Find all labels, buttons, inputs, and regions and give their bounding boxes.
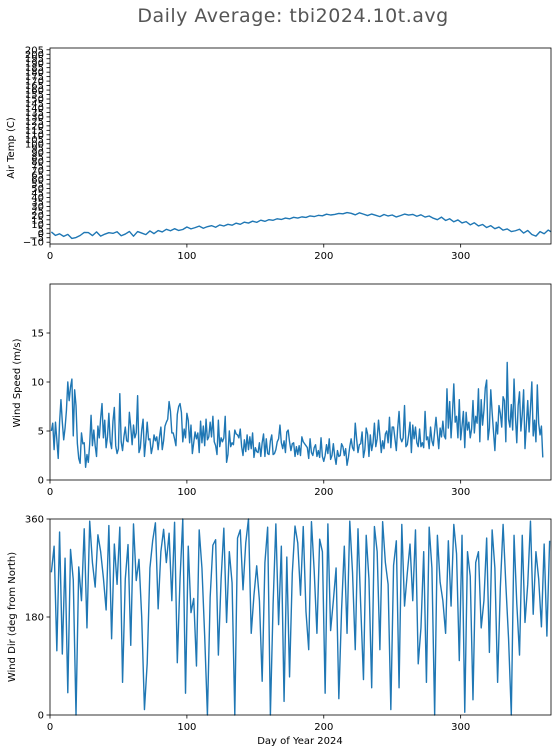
wind-speed-ylabel: Wind Speed (m/s) (12, 338, 23, 427)
wind-dir-xtick-label: 0 (47, 722, 53, 733)
wind-dir-panel: Wind Dir (deg from North) Day of Year 20… (7, 515, 552, 747)
air-temp-ytick-label: 100 (25, 139, 44, 150)
air-temp-ytick-label: 185 (25, 63, 44, 74)
air-temp-ytick-label: 120 (25, 121, 44, 132)
air-temp-ytick-label: 10 (31, 220, 44, 231)
air-temp-ytick-label: 5 (38, 224, 44, 235)
air-temp-ytick-label: 165 (25, 81, 44, 92)
wind-speed-xtick-label: 100 (177, 487, 196, 498)
air-temp-ytick-label: 155 (25, 90, 44, 101)
air-temp-ytick-label: 35 (31, 197, 44, 208)
air-temp-ytick-label: 60 (31, 175, 44, 186)
air-temp-ytick-label: 80 (31, 157, 44, 168)
air-temp-ytick-label: 180 (25, 68, 44, 79)
air-temp-ytick-label: 160 (25, 86, 44, 97)
wind-dir-xlabel: Day of Year 2024 (257, 736, 343, 747)
wind-dir-series-line (50, 518, 551, 716)
wind-dir-xtick-label: 200 (314, 722, 333, 733)
air-temp-ytick-label: 115 (25, 126, 44, 137)
air-temp-ytick-label: 95 (31, 144, 44, 155)
wind-dir-ytick-label: 0 (38, 711, 44, 722)
air-temp-panel: Air Temp (C) 0 100 200 300−10−5051015202530… (6, 45, 552, 262)
air-temp-ytick-label: 20 (31, 211, 44, 222)
air-temp-ytick-label: 205 (25, 45, 44, 56)
air-temp-ytick-label: 30 (31, 202, 44, 213)
air-temp-ytick-label: 175 (25, 72, 44, 83)
air-temp-ytick-label: 125 (25, 117, 44, 128)
air-temp-ytick-label: 140 (25, 103, 44, 114)
air-temp-ytick-label: 110 (25, 130, 44, 141)
air-temp-ytick-label: 145 (25, 99, 44, 110)
air-temp-ytick-label: −10 (23, 238, 44, 249)
wind-speed-xtick-label: 300 (451, 487, 470, 498)
air-temp-ytick-label: 130 (25, 112, 44, 123)
air-temp-ylabel: Air Temp (C) (6, 117, 17, 179)
air-temp-ytick-label: 70 (31, 166, 44, 177)
air-temp-plot-frame (49, 47, 552, 245)
wind-speed-xtick-label: 200 (314, 487, 333, 498)
air-temp-ytick-label: 90 (31, 148, 44, 159)
wind-dir-axes: 0 100 200 300 0 180 360 (25, 515, 552, 733)
air-temp-xtick-label: 0 (47, 251, 53, 262)
air-temp-ytick-label: 15 (31, 215, 44, 226)
wind-speed-ytick-label: 0 (38, 476, 44, 487)
air-temp-xtick-label: 100 (177, 251, 196, 262)
air-temp-ytick-label: 75 (31, 162, 44, 173)
air-temp-xtick-label: 300 (451, 251, 470, 262)
air-temp-ytick-label: 50 (31, 184, 44, 195)
air-temp-ytick-label: 170 (25, 77, 44, 88)
wind-speed-ytick-label: 15 (31, 329, 44, 340)
air-temp-ytick-label: 0 (38, 229, 44, 240)
wind-dir-ylabel: Wind Dir (deg from North) (7, 552, 18, 682)
air-temp-ytick-label: 105 (25, 135, 44, 146)
figure-title: Daily Average: tbi2024.10t.avg (137, 5, 448, 27)
air-temp-ytick-label: 190 (25, 59, 44, 70)
wind-speed-xtick-label: 0 (47, 487, 53, 498)
air-temp-ytick-label: 65 (31, 171, 44, 182)
wind-speed-panel: Wind Speed (m/s) 0 100 200 300 0 5 10 15 (12, 283, 552, 498)
air-temp-ytick-label: 135 (25, 108, 44, 119)
wind-speed-series-line (50, 361, 544, 468)
air-temp-ytick-label: 45 (31, 188, 44, 199)
air-temp-ytick-label: 150 (25, 95, 44, 106)
air-temp-ytick-label: 85 (31, 153, 44, 164)
air-temp-ytick-label: 195 (25, 54, 44, 65)
air-temp-xtick-label: 200 (314, 251, 333, 262)
air-temp-axes: 0 100 200 300−10−50510152025303540455055606… (23, 45, 552, 262)
wind-dir-ytick-label: 180 (25, 613, 44, 624)
air-temp-ytick-label: 25 (31, 206, 44, 217)
air-temp-ytick-label: −5 (29, 233, 44, 244)
wind-dir-ytick-label: 360 (25, 515, 44, 526)
air-temp-ytick-label: 40 (31, 193, 44, 204)
air-temp-ytick-label: 55 (31, 180, 44, 191)
wind-speed-ytick-label: 5 (38, 427, 44, 438)
wind-speed-axes: 0 100 200 300 0 5 10 15 (31, 283, 552, 498)
wind-speed-ytick-label: 10 (31, 378, 44, 389)
wind-dir-xtick-label: 100 (177, 722, 196, 733)
wind-dir-plot-frame (49, 518, 552, 716)
wind-dir-xtick-label: 300 (451, 722, 470, 733)
air-temp-ytick-label: 200 (25, 50, 44, 61)
air-temp-series-line (50, 211, 552, 240)
